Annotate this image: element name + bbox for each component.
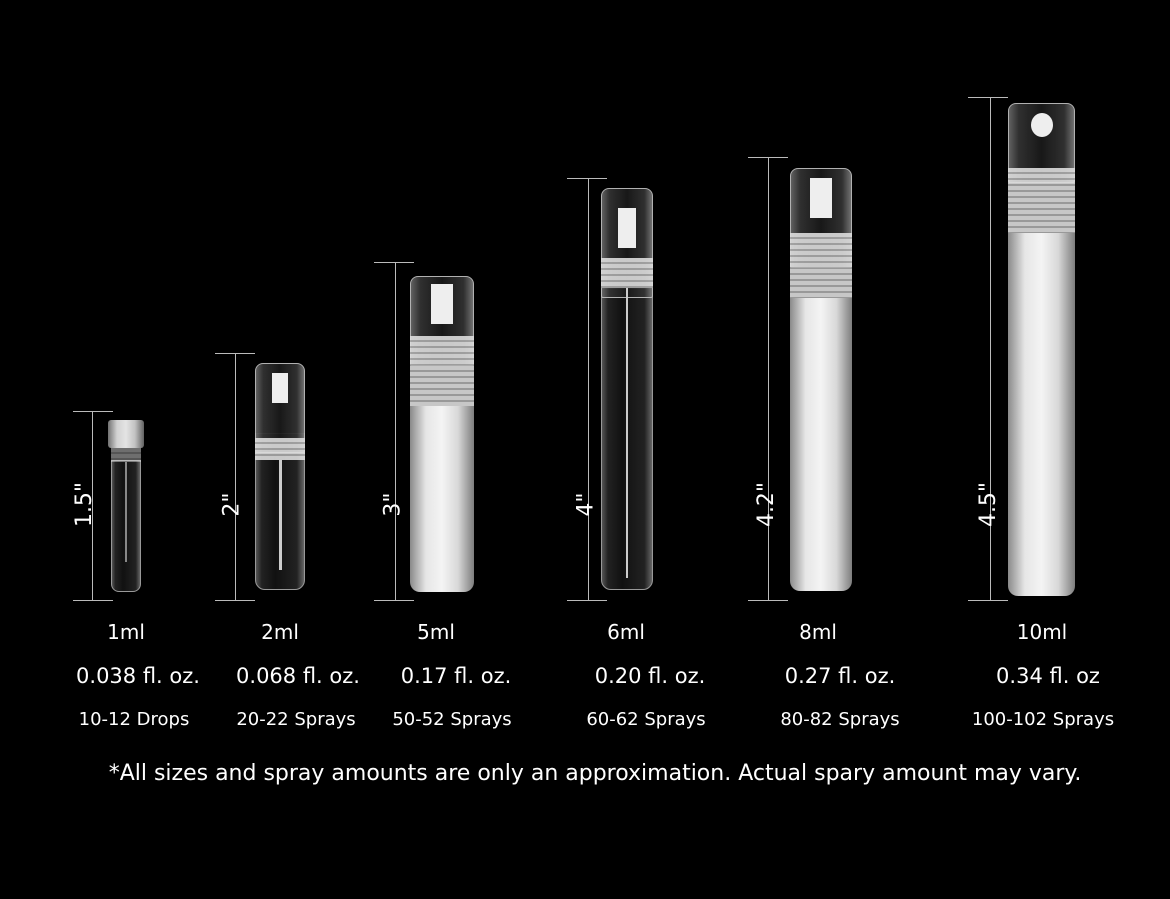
spray-bottle-6ml bbox=[601, 188, 653, 590]
amount-label: 20-22 Sprays bbox=[236, 709, 356, 730]
volume-label: 2ml bbox=[261, 620, 299, 644]
floz-label: 0.038 fl. oz. bbox=[76, 664, 200, 688]
height-label: 4.5" bbox=[976, 481, 1002, 528]
volume-label: 6ml bbox=[607, 620, 645, 644]
floz-label: 0.068 fl. oz. bbox=[236, 664, 360, 688]
amount-label: 10-12 Drops bbox=[78, 709, 190, 730]
footnote: *All sizes and spray amounts are only an… bbox=[108, 761, 1082, 786]
amount-label: 80-82 Sprays bbox=[780, 709, 900, 730]
floz-label: 0.34 fl. oz bbox=[996, 664, 1100, 688]
volume-label: 5ml bbox=[417, 620, 455, 644]
volume-label: 10ml bbox=[1016, 620, 1068, 644]
volume-label: 1ml bbox=[107, 620, 145, 644]
floz-label: 0.20 fl. oz. bbox=[594, 664, 706, 688]
height-label: 1.5" bbox=[72, 481, 98, 528]
amount-label: 100-102 Sprays bbox=[971, 709, 1115, 730]
height-label: 4" bbox=[573, 492, 599, 517]
volume-label: 8ml bbox=[799, 620, 837, 644]
spray-bottle-8ml bbox=[790, 168, 852, 591]
spray-bottle-10ml bbox=[1008, 103, 1075, 596]
height-label: 3" bbox=[380, 492, 406, 517]
amount-label: 60-62 Sprays bbox=[586, 709, 706, 730]
vial-1ml bbox=[108, 420, 144, 592]
spray-bottle-2ml bbox=[255, 363, 305, 590]
height-label: 2" bbox=[219, 492, 245, 517]
floz-label: 0.17 fl. oz. bbox=[400, 664, 512, 688]
spray-bottle-5ml bbox=[410, 276, 474, 592]
amount-label: 50-52 Sprays bbox=[392, 709, 512, 730]
height-label: 4.2" bbox=[754, 481, 780, 528]
floz-label: 0.27 fl. oz. bbox=[784, 664, 896, 688]
